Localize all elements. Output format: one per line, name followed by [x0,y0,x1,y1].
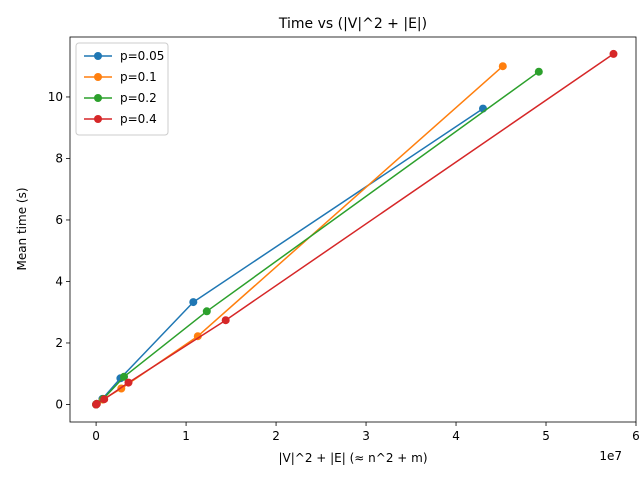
data-point [120,372,128,381]
data-point [124,378,133,387]
legend-label: p=0.05 [120,49,164,63]
y-tick-label: 4 [55,274,63,288]
y-tick-label: 0 [55,397,63,411]
chart-title: Time vs (|V|^2 + |E|) [278,16,427,32]
data-point [92,399,101,408]
y-tick-label: 10 [48,90,63,104]
y-axis-title: Mean time (s) [15,187,29,270]
legend-label: p=0.2 [120,91,157,105]
data-point [498,62,507,71]
data-point [609,49,618,58]
data-point [202,307,211,316]
axes-frame [69,36,637,423]
plot-area: 0 1 2 3 4 5 6 0 2 4 6 8 10 p=0.05 p=0.1 p=0.2 p=0.4 [48,36,640,443]
x-tick-label: 6 [632,429,640,443]
x-tick-label: 5 [542,429,550,443]
y-tick-label: 6 [55,213,63,227]
data-point [189,298,198,307]
x-tick-label: 0 [92,429,100,443]
data-point [534,67,543,76]
data-point [193,332,202,341]
legend-label: p=0.4 [120,112,157,126]
x-tick-label: 3 [362,429,370,443]
legend-swatch-marker [94,94,102,102]
x-tick-label: 1 [182,429,190,443]
legend-swatch-marker [94,115,102,123]
x-axis-offset-label: 1e7 [599,449,622,463]
x-axis-title: |V|^2 + |E| (≈ n^2 + m) [278,451,427,465]
legend-swatch-marker [94,73,102,81]
y-tick-label: 2 [55,336,63,350]
y-tick-label: 8 [55,151,63,165]
legend-box [75,42,169,136]
legend: p=0.05 p=0.1 p=0.2 p=0.4 [75,42,169,136]
x-tick-label: 4 [452,429,460,443]
legend-swatch-marker [94,52,102,60]
x-tick-label: 2 [272,429,280,443]
data-point [221,316,230,325]
data-point [100,395,109,404]
legend-label: p=0.1 [120,70,157,84]
